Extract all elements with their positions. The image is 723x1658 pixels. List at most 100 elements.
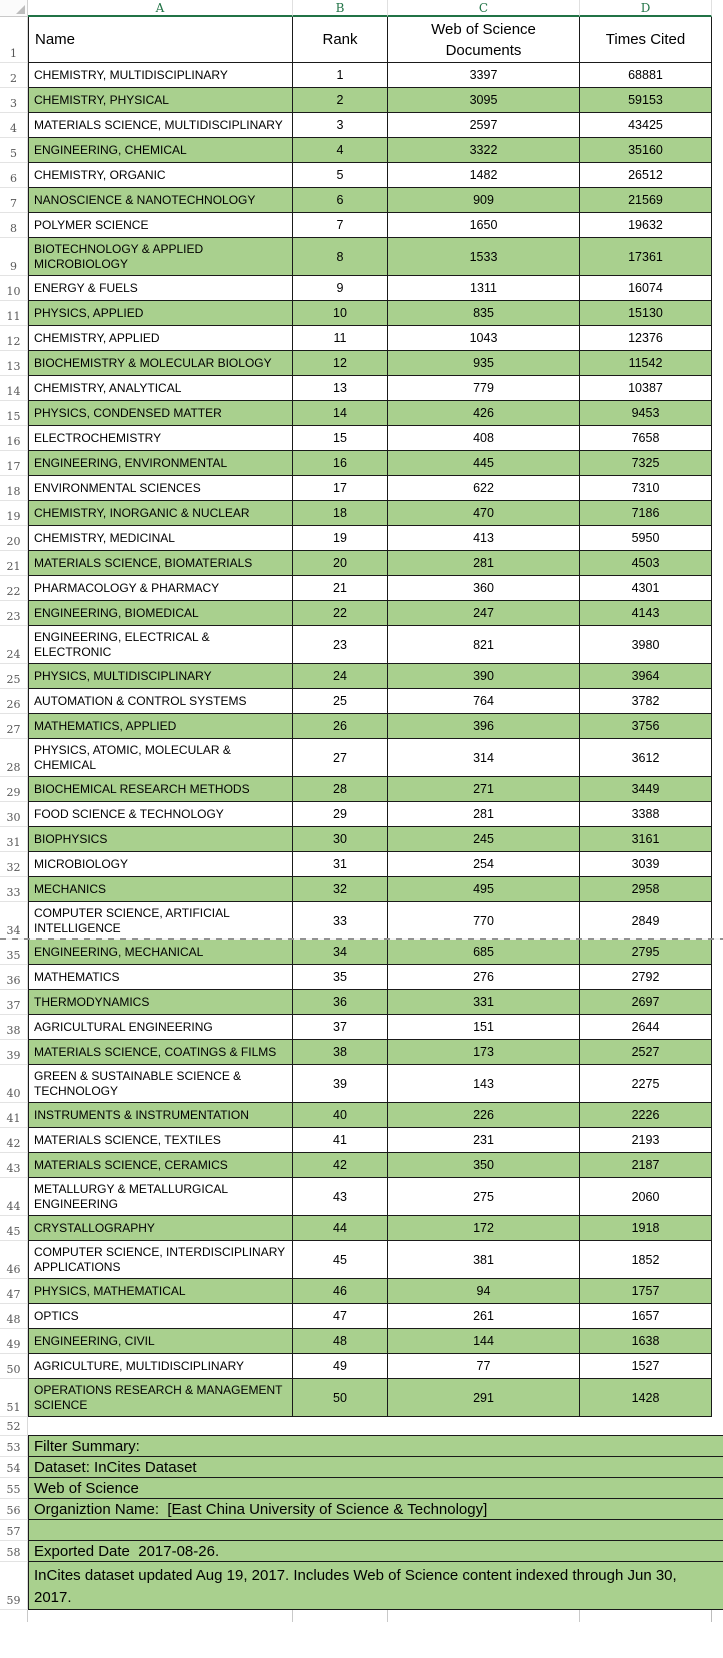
cell-rank[interactable]: 48: [293, 1329, 388, 1354]
cell-rank[interactable]: 6: [293, 188, 388, 213]
cell-cited[interactable]: 12376: [580, 326, 712, 351]
cell-name[interactable]: MICROBIOLOGY: [28, 852, 293, 877]
cell-docs[interactable]: 1650: [388, 213, 580, 238]
cell-cited[interactable]: 11542: [580, 351, 712, 376]
cell-cited[interactable]: 7186: [580, 501, 712, 526]
cell-rank[interactable]: 44: [293, 1216, 388, 1241]
cell-name[interactable]: CHEMISTRY, ORGANIC: [28, 163, 293, 188]
cell-rank[interactable]: 17: [293, 476, 388, 501]
cell-name[interactable]: CHEMISTRY, APPLIED: [28, 326, 293, 351]
row-number[interactable]: 16: [0, 426, 28, 451]
cell-docs[interactable]: 821: [388, 626, 580, 664]
cell-docs[interactable]: 94: [388, 1279, 580, 1304]
cell-cited[interactable]: 3612: [580, 739, 712, 777]
cell-docs[interactable]: 172: [388, 1216, 580, 1241]
footer-cell[interactable]: Organiztion Name: [East China University…: [28, 1499, 723, 1520]
cell-rank[interactable]: 29: [293, 802, 388, 827]
cell-docs[interactable]: 381: [388, 1241, 580, 1279]
cell-rank[interactable]: 14: [293, 401, 388, 426]
footer-cell[interactable]: [28, 1520, 723, 1541]
cell-docs[interactable]: 779: [388, 376, 580, 401]
cell-rank[interactable]: 26: [293, 714, 388, 739]
row-number[interactable]: 25: [0, 664, 28, 689]
row-number[interactable]: 30: [0, 802, 28, 827]
cell-rank[interactable]: 49: [293, 1354, 388, 1379]
cell-rank[interactable]: 10: [293, 301, 388, 326]
cell-cited[interactable]: 17361: [580, 238, 712, 276]
row-number[interactable]: 54: [0, 1457, 28, 1478]
row-number[interactable]: 42: [0, 1128, 28, 1153]
row-number[interactable]: 13: [0, 351, 28, 376]
cell-docs[interactable]: 291: [388, 1379, 580, 1417]
footer-cell[interactable]: Web of Science: [28, 1478, 723, 1499]
cell-name[interactable]: COMPUTER SCIENCE, INTERDISCIPLINARY APPL…: [28, 1241, 293, 1279]
cell-name[interactable]: ENGINEERING, BIOMEDICAL: [28, 601, 293, 626]
cell-name[interactable]: INSTRUMENTS & INSTRUMENTATION: [28, 1103, 293, 1128]
cell-rank[interactable]: 35: [293, 965, 388, 990]
cell-cited[interactable]: 15130: [580, 301, 712, 326]
cell-cited[interactable]: 1428: [580, 1379, 712, 1417]
cell-name[interactable]: CRYSTALLOGRAPHY: [28, 1216, 293, 1241]
cell-cited[interactable]: 9453: [580, 401, 712, 426]
row-number[interactable]: 43: [0, 1153, 28, 1178]
row-number[interactable]: 19: [0, 501, 28, 526]
row-number[interactable]: 40: [0, 1065, 28, 1103]
cell-name[interactable]: AGRICULTURAL ENGINEERING: [28, 1015, 293, 1040]
cell-docs[interactable]: 3095: [388, 88, 580, 113]
row-number[interactable]: 55: [0, 1478, 28, 1499]
cell-rank[interactable]: 41: [293, 1128, 388, 1153]
header-cell-rank[interactable]: Rank: [293, 17, 388, 63]
row-number[interactable]: 50: [0, 1354, 28, 1379]
cell-cited[interactable]: 1918: [580, 1216, 712, 1241]
row-number[interactable]: 47: [0, 1279, 28, 1304]
cell-cited[interactable]: 3964: [580, 664, 712, 689]
cell-name[interactable]: BIOPHYSICS: [28, 827, 293, 852]
cell-docs[interactable]: 173: [388, 1040, 580, 1065]
cell-cited[interactable]: 3039: [580, 852, 712, 877]
select-all-corner[interactable]: [0, 0, 28, 17]
cell-docs[interactable]: 770: [388, 902, 580, 940]
cell-cited[interactable]: 16074: [580, 276, 712, 301]
cell-rank[interactable]: 36: [293, 990, 388, 1015]
row-number[interactable]: 12: [0, 326, 28, 351]
column-letter-c[interactable]: C: [388, 0, 580, 17]
cell-rank[interactable]: 7: [293, 213, 388, 238]
cell-docs[interactable]: 350: [388, 1153, 580, 1178]
cell-name[interactable]: MATERIALS SCIENCE, TEXTILES: [28, 1128, 293, 1153]
cell-docs[interactable]: 245: [388, 827, 580, 852]
cell-name[interactable]: BIOCHEMICAL RESEARCH METHODS: [28, 777, 293, 802]
cell-name[interactable]: METALLURGY & METALLURGICAL ENGINEERING: [28, 1178, 293, 1216]
cell-docs[interactable]: 281: [388, 802, 580, 827]
cell-name[interactable]: BIOCHEMISTRY & MOLECULAR BIOLOGY: [28, 351, 293, 376]
row-number[interactable]: 4: [0, 113, 28, 138]
cell-rank[interactable]: 50: [293, 1379, 388, 1417]
cell-rank[interactable]: 40: [293, 1103, 388, 1128]
cell-name[interactable]: BIOTECHNOLOGY & APPLIED MICROBIOLOGY: [28, 238, 293, 276]
cell-docs[interactable]: 1043: [388, 326, 580, 351]
cell-docs[interactable]: 390: [388, 664, 580, 689]
header-cell-docs[interactable]: Web of Science Documents: [388, 17, 580, 63]
row-number[interactable]: 24: [0, 626, 28, 664]
row-number[interactable]: 15: [0, 401, 28, 426]
cell-docs[interactable]: 226: [388, 1103, 580, 1128]
row-number[interactable]: 49: [0, 1329, 28, 1354]
cell-docs[interactable]: 281: [388, 551, 580, 576]
cell-cited[interactable]: 21569: [580, 188, 712, 213]
cell-rank[interactable]: 19: [293, 526, 388, 551]
cell-rank[interactable]: 21: [293, 576, 388, 601]
cell-rank[interactable]: 18: [293, 501, 388, 526]
cell-rank[interactable]: 30: [293, 827, 388, 852]
cell-docs[interactable]: 470: [388, 501, 580, 526]
cell-cited[interactable]: 1657: [580, 1304, 712, 1329]
row-number[interactable]: 2: [0, 63, 28, 88]
cell-rank[interactable]: 33: [293, 902, 388, 940]
cell-docs[interactable]: 77: [388, 1354, 580, 1379]
row-number[interactable]: 22: [0, 576, 28, 601]
cell-docs[interactable]: 495: [388, 877, 580, 902]
row-number[interactable]: 52: [0, 1417, 28, 1436]
cell-cited[interactable]: 4301: [580, 576, 712, 601]
row-number[interactable]: 36: [0, 965, 28, 990]
cell-name[interactable]: MATERIALS SCIENCE, MULTIDISCIPLINARY: [28, 113, 293, 138]
row-number[interactable]: 56: [0, 1499, 28, 1520]
cell-name[interactable]: PHYSICS, ATOMIC, MOLECULAR & CHEMICAL: [28, 739, 293, 777]
